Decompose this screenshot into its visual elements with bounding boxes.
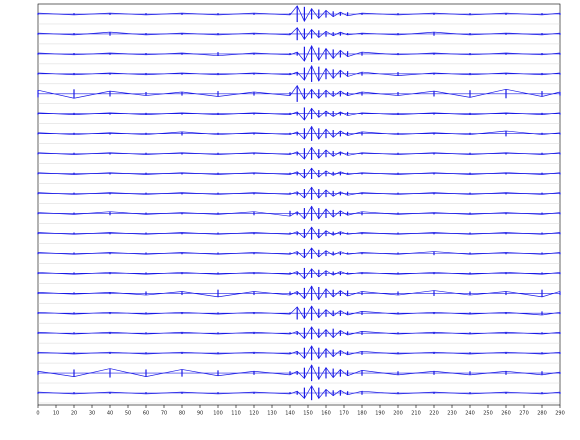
x-tick-label: 260	[501, 411, 511, 417]
x-tick-label: 280	[537, 411, 547, 417]
x-tick-label: 140	[285, 411, 295, 417]
plot-frame	[37, 3, 561, 406]
x-tick-label: 10	[53, 411, 59, 417]
x-tick-label: 90	[197, 411, 203, 417]
x-tick-label: 180	[357, 411, 367, 417]
x-tick-label: 80	[179, 411, 185, 417]
x-tick-label: 290	[555, 411, 565, 417]
x-tick-label: 210	[411, 411, 421, 417]
x-tick-label: 100	[213, 411, 223, 417]
x-tick-label: 60	[143, 411, 149, 417]
x-tick-label: 70	[161, 411, 167, 417]
x-tick-label: 110	[231, 411, 241, 417]
x-tick-label: 240	[465, 411, 475, 417]
x-tick-label: 200	[393, 411, 403, 417]
x-tick-label: 0	[36, 411, 39, 417]
x-tick-label: 50	[125, 411, 131, 417]
x-tick-label: 30	[89, 411, 95, 417]
x-tick-label: 170	[339, 411, 349, 417]
x-tick-label: 190	[375, 411, 385, 417]
x-tick-label: 20	[71, 411, 77, 417]
x-tick-label: 220	[429, 411, 439, 417]
x-tick-label: 150	[303, 411, 313, 417]
x-tick-label: 130	[267, 411, 277, 417]
x-tick-label: 250	[483, 411, 493, 417]
x-tick-label: 270	[519, 411, 529, 417]
x-tick-label: 120	[249, 411, 259, 417]
x-tick-label: 230	[447, 411, 457, 417]
x-tick-label: 40	[107, 411, 113, 417]
x-tick-label: 160	[321, 411, 331, 417]
